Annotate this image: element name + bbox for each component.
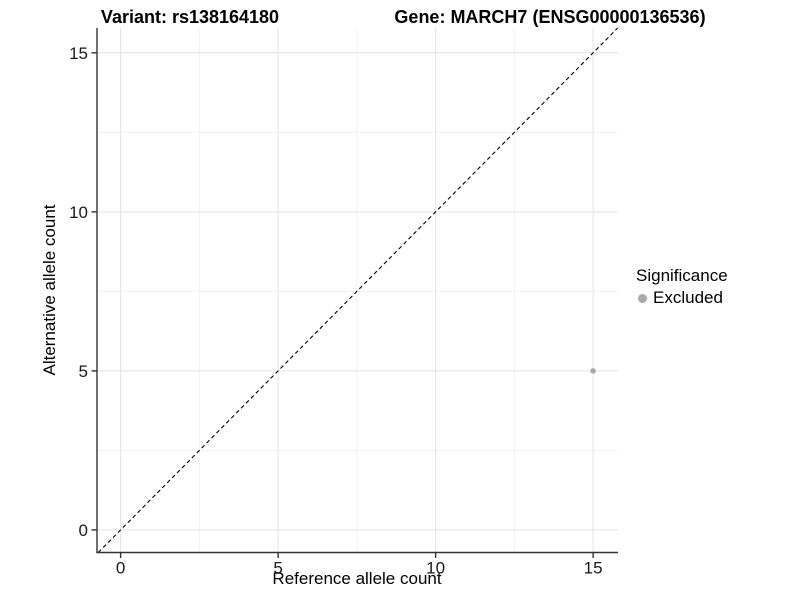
x-tick-label: 5 [273,559,282,578]
legend-item-label: Excluded [653,288,723,307]
legend: Significance Excluded [636,266,728,308]
legend-title: Significance [636,266,728,285]
y-tick-label: 5 [79,362,88,381]
data-point-excluded [590,368,596,374]
y-axis-title: Alternative allele count [40,204,59,376]
variant-title: Variant: rs138164180 [100,7,280,27]
y-tick-label: 0 [79,521,88,540]
x-tick-label: 0 [116,559,125,578]
excluded-point-icon [638,293,647,303]
x-tick-label: 15 [584,559,603,578]
y-tick-label: 15 [69,44,88,63]
x-axis-title: Reference allele count [272,569,442,588]
identity-dashed-line [97,27,619,553]
legend-item-excluded: Excluded [636,288,728,308]
gene-title: Gene: MARCH7 (ENSG00000136536) [394,7,706,27]
x-tick-label: 10 [426,559,445,578]
y-tick-label: 10 [69,203,88,222]
